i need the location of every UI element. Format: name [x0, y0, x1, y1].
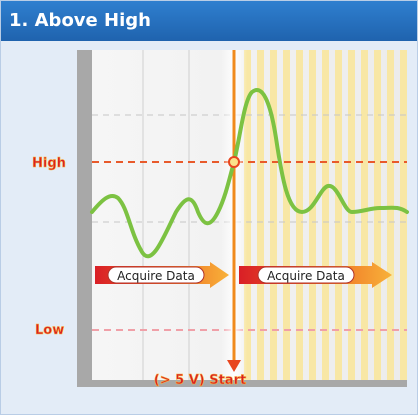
acquisition-stripe — [283, 50, 290, 380]
vertical-gridlines — [142, 50, 190, 380]
acquisition-stripe — [244, 50, 251, 380]
trigger-arrowhead — [227, 360, 241, 372]
acquisition-stripe — [335, 50, 342, 380]
signal-waveform — [90, 88, 409, 259]
low-level-label: Low — [35, 323, 64, 338]
acquire-after-label: Acquire Data — [267, 269, 345, 283]
acquisition-stripe — [257, 50, 264, 380]
acquisition-stripe — [322, 50, 329, 380]
horizontal-gridlines — [92, 114, 407, 223]
acquisition-stripe — [270, 50, 277, 380]
trigger-condition: (> 5 V) — [154, 373, 205, 388]
acquire-arrow-before: Acquire Data — [95, 262, 229, 288]
acquisition-stripe — [348, 50, 355, 380]
acquisition-stripe — [374, 50, 381, 380]
acquisition-stripe — [400, 50, 407, 380]
acquisition-stripe — [387, 50, 394, 380]
acquisition-stripe — [296, 50, 303, 380]
panel-title: 1. Above High — [1, 1, 417, 41]
acquire-before-label: Acquire Data — [117, 269, 195, 283]
trigger-start-label: (> 5 V) Start — [154, 373, 246, 388]
acquire-arrow-after: Acquire Data — [239, 262, 392, 288]
acquisition-stripe — [361, 50, 368, 380]
trigger-point-marker — [228, 156, 240, 168]
acquisition-stripes — [244, 50, 407, 380]
acquisition-stripe — [309, 50, 316, 380]
trigger-start: Start — [209, 373, 246, 388]
high-level-label: High — [32, 156, 66, 171]
